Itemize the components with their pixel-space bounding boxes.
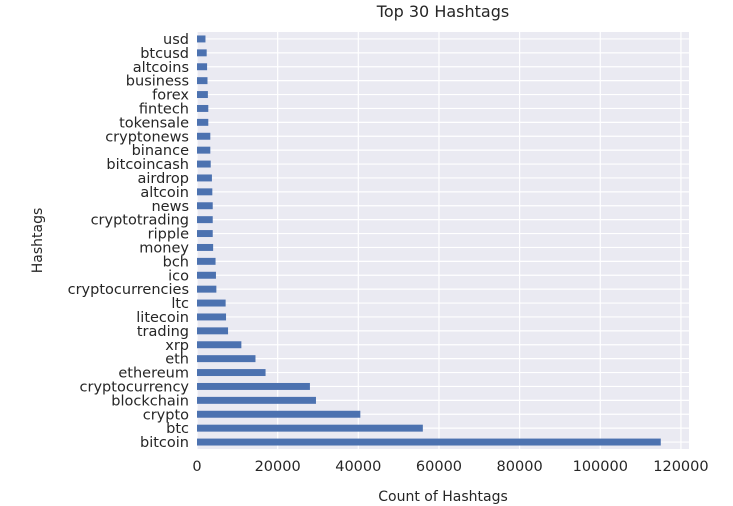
y-tick-label-crypto: crypto (143, 407, 189, 423)
y-tick-label-cryptocurrencies: cryptocurrencies (68, 282, 189, 298)
bar-ethereum (197, 369, 266, 377)
y-tick-label-bitcoincash: bitcoincash (106, 157, 189, 173)
y-tick-label-ltc: ltc (171, 296, 189, 312)
y-tick-label-altcoin: altcoin (140, 185, 189, 201)
bar-binance (197, 146, 211, 154)
bar-tokensale (197, 118, 209, 126)
y-tick-label-btc: btc (166, 421, 189, 437)
y-tick-label-cryptotrading: cryptotrading (91, 213, 189, 229)
bar-cryptonews (197, 132, 211, 140)
y-tick-label-airdrop: airdrop (137, 171, 189, 187)
x-tick-label: 40000 (335, 459, 381, 475)
bar-btc (197, 424, 423, 432)
y-tick-label-bitcoin: bitcoin (140, 435, 189, 451)
bar-business (197, 77, 208, 85)
chart-title: Top 30 Hashtags (376, 2, 509, 21)
y-tick-label-ico: ico (168, 268, 189, 284)
y-tick-label-money: money (139, 240, 189, 256)
y-tick-label-news: news (151, 199, 189, 215)
bar-ltc (197, 299, 226, 307)
bar-bitcoincash (197, 160, 211, 168)
y-axis-label: Hashtags (30, 208, 46, 274)
y-tick-label-xrp: xrp (165, 338, 189, 354)
bar-ripple (197, 230, 213, 238)
bar-fintech (197, 104, 209, 112)
y-tick-label-btcusd: btcusd (140, 46, 189, 62)
y-tick-label-bch: bch (163, 254, 189, 270)
bar-blockchain (197, 396, 316, 404)
x-tick-label: 120000 (653, 459, 708, 475)
bar-cryptotrading (197, 216, 213, 224)
bar-altcoins (197, 63, 208, 71)
bar-usd (197, 35, 206, 43)
y-tick-label-business: business (126, 74, 189, 90)
y-tick-label-ripple: ripple (148, 227, 189, 243)
bar-litecoin (197, 313, 227, 321)
x-tick-label: 20000 (255, 459, 301, 475)
y-tick-label-eth: eth (165, 352, 189, 368)
bar-bitcoin (197, 438, 661, 446)
bar-airdrop (197, 174, 212, 182)
x-axis-label: Count of Hashtags (378, 489, 508, 505)
bar-bch (197, 257, 216, 265)
y-tick-label-ethereum: ethereum (118, 366, 189, 382)
y-tick-label-altcoins: altcoins (133, 60, 189, 76)
y-tick-label-trading: trading (137, 324, 189, 340)
y-tick-label-blockchain: blockchain (111, 393, 189, 409)
y-tick-label-forex: forex (152, 88, 189, 104)
y-tick-label-cryptonews: cryptonews (105, 129, 189, 145)
y-tick-label-cryptocurrency: cryptocurrency (80, 379, 190, 395)
bar-ico (197, 271, 216, 279)
bar-eth (197, 355, 256, 363)
y-tick-label-fintech: fintech (139, 101, 189, 117)
plot-background (197, 32, 689, 449)
bar-news (197, 202, 213, 210)
y-tick-label-litecoin: litecoin (136, 310, 189, 326)
y-tick-label-binance: binance (132, 143, 189, 159)
bar-crypto (197, 410, 361, 418)
x-tick-label: 0 (192, 459, 201, 475)
x-tick-label: 60000 (416, 459, 462, 475)
bar-cryptocurrency (197, 382, 310, 390)
x-tick-labels: 0 20000 40000 60000 80000 100000 120000 (192, 459, 708, 475)
bars (197, 35, 661, 446)
x-tick-label: 100000 (573, 459, 628, 475)
y-tick-label-usd: usd (163, 32, 189, 48)
bar-xrp (197, 341, 242, 349)
bar-btcusd (197, 49, 207, 57)
bar-trading (197, 327, 229, 335)
bar-forex (197, 91, 208, 99)
y-tick-label-tokensale: tokensale (119, 115, 189, 131)
bar-cryptocurrencies (197, 285, 217, 293)
bar-altcoin (197, 188, 213, 196)
y-tick-labels: bitcoinbtccryptoblockchaincryptocurrency… (68, 32, 190, 451)
x-tick-label: 80000 (497, 459, 543, 475)
bar-money (197, 243, 214, 251)
